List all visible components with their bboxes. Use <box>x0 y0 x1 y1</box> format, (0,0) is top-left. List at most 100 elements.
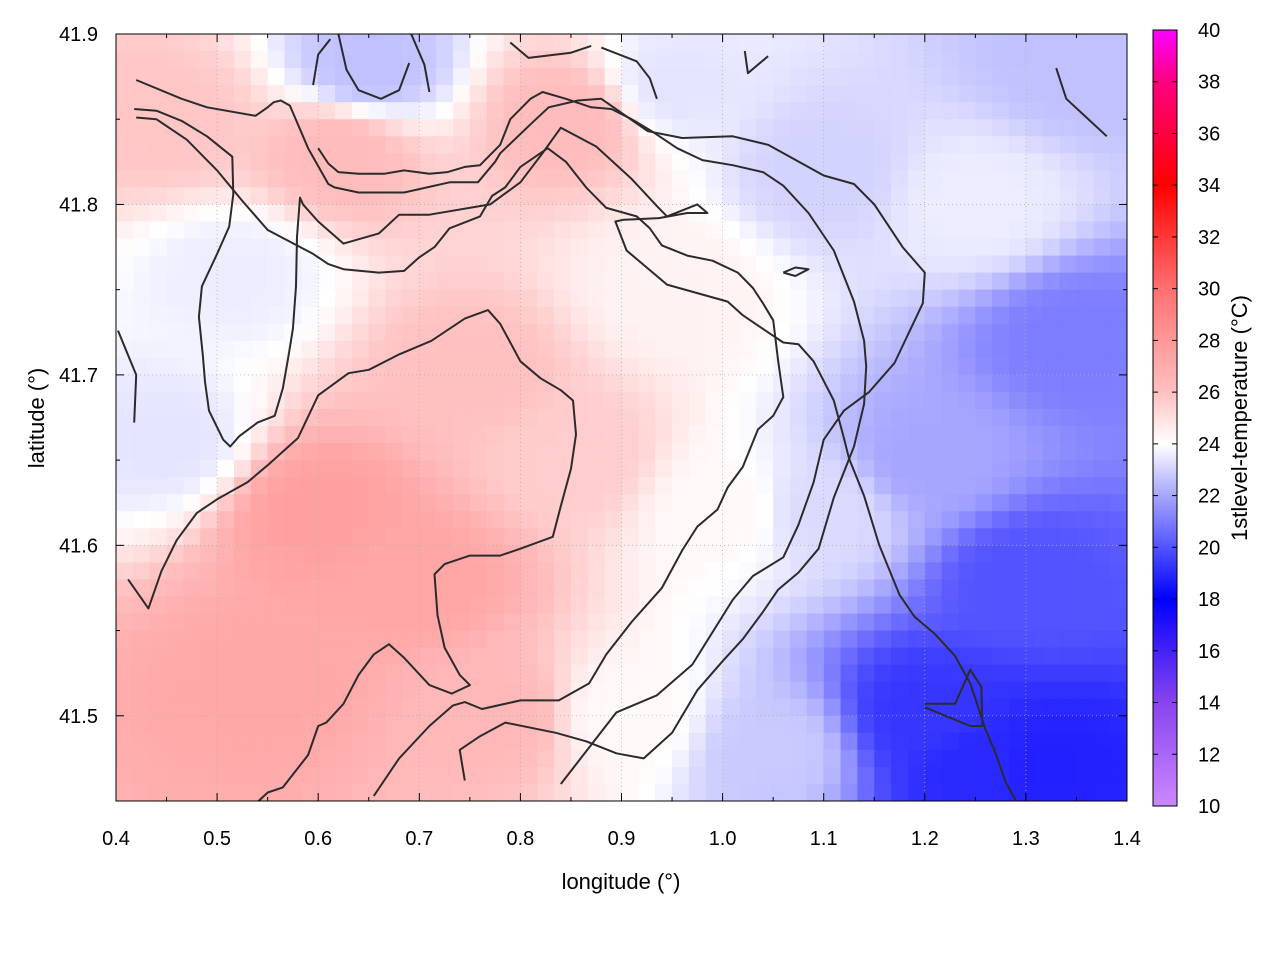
heatmap-cell <box>486 596 505 615</box>
heatmap-cell <box>739 153 757 171</box>
heatmap-cell <box>351 272 370 291</box>
heatmap-cell <box>1093 85 1111 103</box>
heatmap-cell <box>756 153 774 171</box>
heatmap-cell <box>1059 460 1078 478</box>
heatmap-cell <box>200 732 218 751</box>
heatmap-cell <box>924 187 943 206</box>
heatmap-cell <box>1042 528 1061 546</box>
heatmap-cell <box>183 408 201 427</box>
heatmap-cell <box>958 579 976 598</box>
heatmap-cell <box>655 528 673 546</box>
heatmap-cell <box>874 391 892 410</box>
heatmap-cell <box>436 698 454 717</box>
heatmap-cell <box>520 715 538 734</box>
heatmap-cell <box>992 647 1010 666</box>
heatmap-cell <box>907 153 926 171</box>
heatmap-cell <box>1093 596 1111 615</box>
heatmap-cell <box>688 374 707 393</box>
heatmap-cell <box>857 443 875 461</box>
heatmap-cell <box>217 323 235 342</box>
heatmap-cell <box>368 426 387 444</box>
heatmap-cell <box>570 68 589 86</box>
heatmap-cell <box>402 204 420 223</box>
heatmap-cell <box>587 34 606 52</box>
heatmap-cell <box>806 391 825 410</box>
heatmap-cell <box>638 630 656 649</box>
heatmap-cell <box>705 698 724 717</box>
heatmap-cell <box>739 426 757 444</box>
heatmap-cell <box>790 238 808 257</box>
heatmap-cell <box>941 102 960 120</box>
heatmap-cell <box>132 494 151 512</box>
heatmap-cell <box>1110 562 1127 581</box>
heatmap-cell <box>924 102 943 120</box>
heatmap-cell <box>1059 102 1078 120</box>
heatmap-cell <box>1009 630 1027 649</box>
heatmap-cell <box>1110 102 1127 120</box>
heatmap-cell <box>267 426 286 444</box>
heatmap-cell <box>116 443 134 461</box>
heatmap-cell <box>402 698 420 717</box>
heatmap-cell <box>587 698 606 717</box>
heatmap-cell <box>166 494 184 512</box>
heatmap-cell <box>436 238 454 257</box>
heatmap-cell <box>200 170 218 188</box>
heatmap-cell <box>621 494 639 512</box>
heatmap-cell <box>554 187 572 206</box>
heatmap-cell <box>166 391 184 410</box>
heatmap-cell <box>638 408 656 427</box>
heatmap-cell <box>722 340 741 359</box>
heatmap-cell <box>419 408 437 427</box>
heatmap-cell <box>587 562 606 581</box>
heatmap-cell <box>200 68 218 86</box>
heatmap-cell <box>318 647 336 666</box>
heatmap-cell <box>806 562 825 581</box>
heatmap-cell <box>773 204 791 223</box>
heatmap-cell <box>233 511 252 529</box>
heatmap-cell <box>368 664 387 683</box>
heatmap-cell <box>284 51 302 69</box>
heatmap-cell <box>537 783 555 801</box>
heatmap-cell <box>385 562 404 581</box>
heatmap-cell <box>874 460 892 478</box>
heatmap-cell <box>806 289 825 308</box>
heatmap-cell <box>840 68 858 86</box>
heatmap-cell <box>486 613 505 632</box>
heatmap-cell <box>705 340 724 359</box>
heatmap-cell <box>368 357 387 376</box>
heatmap-cell <box>233 783 252 801</box>
heatmap-cell <box>436 408 454 427</box>
heatmap-cell <box>200 51 218 69</box>
heatmap-cell <box>301 51 319 69</box>
heatmap-cell <box>638 340 656 359</box>
heatmap-cell <box>436 187 454 206</box>
heatmap-cell <box>385 136 404 154</box>
heatmap-cell <box>453 255 471 274</box>
heatmap-cell <box>722 545 741 563</box>
heatmap-cell <box>1025 613 1044 632</box>
heatmap-cell <box>722 647 741 666</box>
heatmap-cell <box>891 119 909 137</box>
heatmap-cell <box>790 664 808 683</box>
heatmap-cell <box>233 102 252 120</box>
heatmap-cell <box>705 68 724 86</box>
heatmap-cell <box>1093 323 1111 342</box>
heatmap-cell <box>823 613 842 632</box>
heatmap-cell <box>351 102 370 120</box>
contour-line <box>410 34 431 93</box>
heatmap-cell <box>1059 289 1078 308</box>
contour-line <box>136 116 785 797</box>
heatmap-cell <box>688 153 707 171</box>
heatmap-cell <box>806 408 825 427</box>
heatmap-cell <box>419 391 437 410</box>
heatmap-cell <box>267 306 286 325</box>
heatmap-cell <box>756 528 774 546</box>
heatmap-cell <box>469 681 488 700</box>
heatmap-cell <box>1042 221 1061 240</box>
heatmap-cell <box>1025 85 1044 103</box>
heatmap-cell <box>132 511 151 529</box>
heatmap-cell <box>907 460 926 478</box>
heatmap-cell <box>621 85 639 103</box>
heatmap-cell <box>1009 289 1027 308</box>
heatmap-cell <box>655 664 673 683</box>
